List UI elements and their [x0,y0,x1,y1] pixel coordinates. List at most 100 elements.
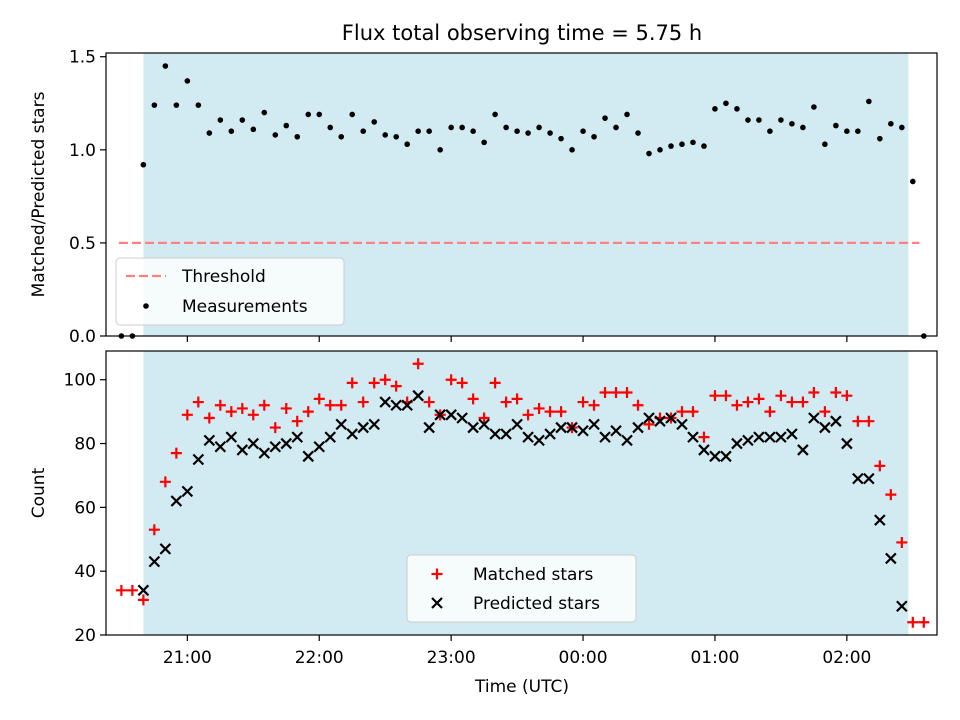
matched-star-point [269,422,281,434]
matched-star-point [720,390,732,402]
matched-star-point [445,374,457,386]
matched-star-point [423,396,435,408]
measurement-point [393,133,399,140]
predicted-star-point [181,485,194,498]
predicted-star-point [478,418,490,431]
measurement-point [503,124,509,131]
predicted-star-point [412,389,424,402]
y-tick-label: 1.0 [69,141,96,161]
matched-star-point [247,409,259,421]
measurement-point [756,117,762,123]
matched-star-point [863,415,875,427]
matched-star-point [225,406,237,418]
legend-label: Measurements [182,297,308,317]
ratio-panel: 0.0 0.5 1.0 1.5 Matched/Predicted stars Thres… [29,48,938,347]
plot-frame [105,52,938,337]
measurement-point [404,141,410,148]
y-tick-label: 0.0 [69,327,96,347]
x-tick-label: 02:00 [822,648,871,668]
matched-star-point [786,396,798,408]
measurement-point [448,124,454,131]
measurement-point [690,139,696,146]
matched-star-point [379,374,391,386]
predicted-star-point [775,431,787,443]
matched-star-point [588,399,600,411]
matched-star-point [478,412,490,424]
x-tick-label: 01:00 [690,648,739,668]
matched-star-point [302,406,314,418]
count-panel: 20 40 60 80 100 21:00 22:00 23:00 00:00 01:00 02:0… [29,350,938,668]
measurement-point [173,102,180,108]
measurement-point [371,119,378,125]
predicted-star-point [753,431,765,443]
predicted-star-point [390,399,402,412]
predicted-star-point [522,431,534,443]
matched-star-point [115,584,127,596]
predicted-star-point [456,412,468,424]
measurement-point [822,141,828,148]
predicted-star-point [247,437,260,450]
predicted-star-point [599,431,611,443]
predicted-star-point [885,552,897,565]
matched-star-point [621,386,633,398]
predicted-star-point [533,434,545,447]
measurement-point [140,161,147,168]
predicted-star-point [588,418,600,431]
measurement-point [745,117,751,123]
predicted-star-point [566,421,578,434]
measurement-point [360,128,367,134]
matched-star-point [489,377,501,389]
predicted-star-point [863,472,875,485]
matched-star-point [368,377,380,389]
matched-star-point [632,399,644,411]
measurement-point [206,130,213,136]
matched-star-point [192,396,204,408]
matched-star-point [236,402,248,414]
measurement-point [569,147,575,153]
matched-star-point [357,396,369,408]
plot-frame [105,350,938,636]
measurement-point [800,124,806,131]
matched-star-point [522,409,534,421]
matched-star-point [291,415,303,427]
legend-box [406,554,637,623]
predicted-star-point [324,431,337,443]
measurement-point [778,117,784,123]
measurement-point [811,104,817,110]
predicted-star-point [423,421,435,434]
predicted-star-point [808,412,820,424]
predicted-star-point [225,431,238,443]
matched-star-point [764,406,776,418]
measurement-point [624,111,630,118]
measurement-point [910,178,916,185]
matched-star-point [533,402,545,414]
predicted-star-point [313,440,326,453]
matched-star-point [137,594,149,606]
matched-star-point [687,406,699,418]
matched-star-point [852,415,864,427]
measurement-point [668,143,674,149]
predicted-star-point [819,421,831,434]
matched-star-point [643,418,655,430]
matched-star-point [896,536,908,548]
matched-star-point [390,380,402,392]
matched-star-point [599,386,611,398]
predicted-star-point [368,418,380,431]
predicted-star-point [720,450,732,463]
measurement-point [602,115,608,121]
matched-star-point [181,409,193,421]
y-tick-label: 80 [74,435,96,455]
matched-star-point [280,402,292,414]
matched-star-point [456,377,468,389]
matched-star-point [918,616,930,628]
legend-label: Threshold [181,267,266,287]
predicted-star-point [346,428,358,440]
matched-star-point [214,399,226,411]
measurement-point [899,124,905,131]
measurement-point [283,122,290,129]
y-tick-label: 100 [64,371,96,391]
y-tick-label: 1.5 [69,48,96,68]
measurement-point [294,133,301,140]
predicted-star-point [698,444,710,456]
